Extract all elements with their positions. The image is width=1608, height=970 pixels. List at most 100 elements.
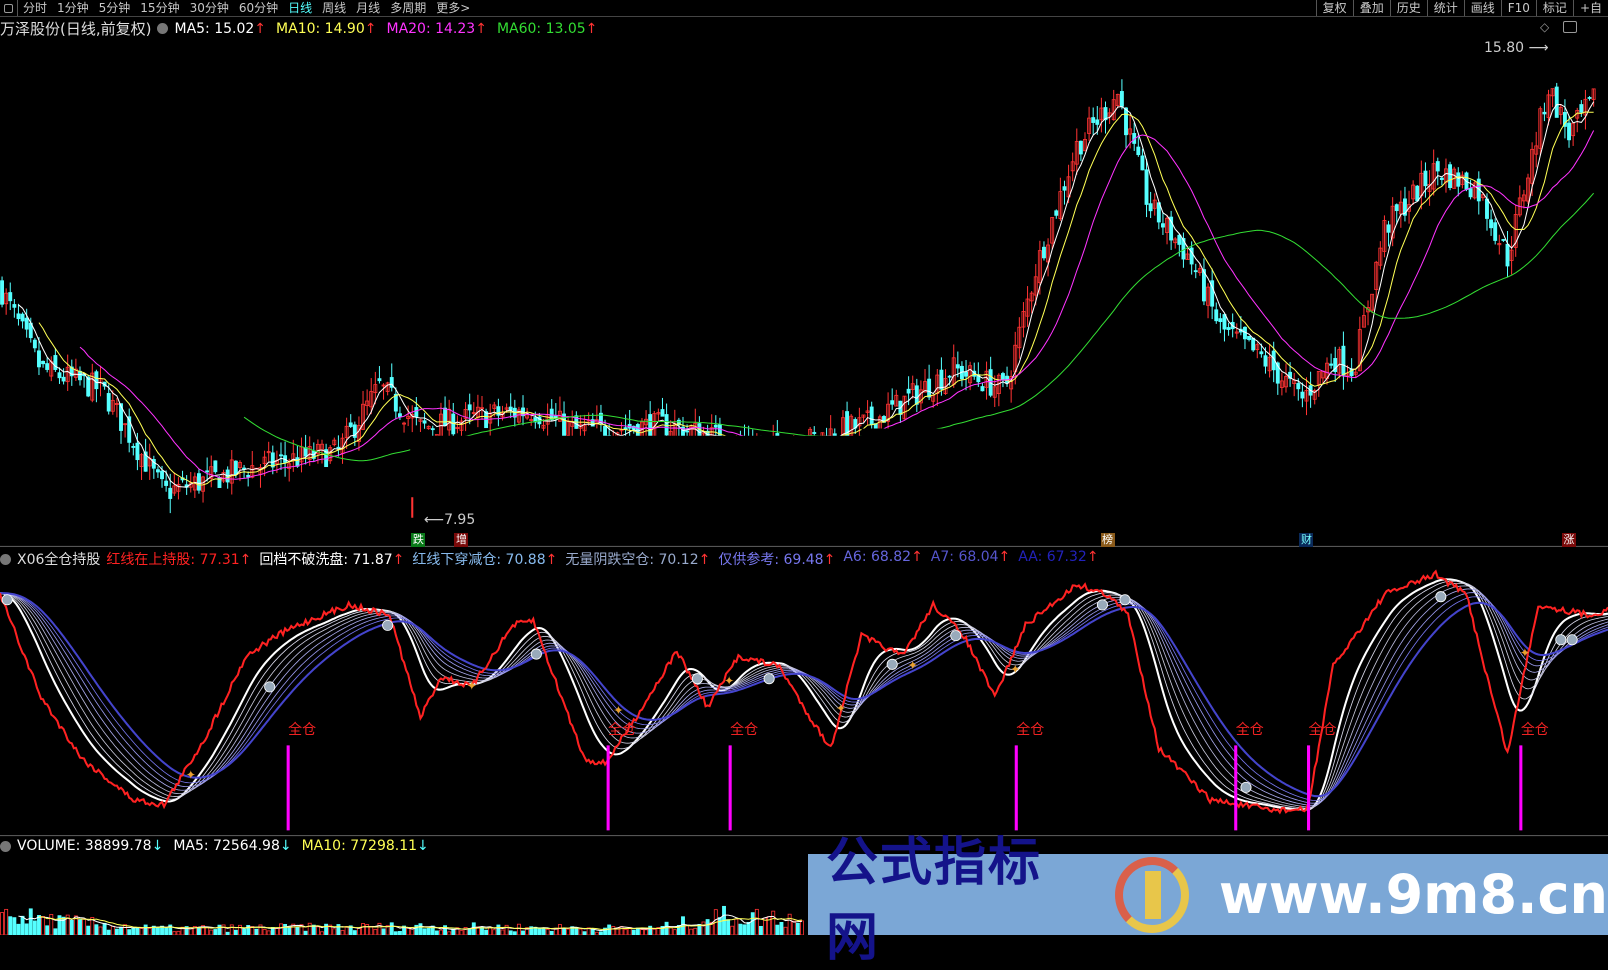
candle-up — [381, 384, 386, 387]
volume-bar — [398, 930, 402, 935]
volume-bar — [295, 926, 300, 935]
volume-bar — [233, 929, 238, 935]
candle-up — [968, 365, 973, 384]
toolbar-button[interactable]: 标记 — [1535, 0, 1573, 16]
volume-bar — [689, 928, 694, 935]
indicator-dropdown-icon[interactable] — [0, 553, 11, 565]
candle-up — [1234, 331, 1239, 334]
volume-bar — [266, 930, 271, 935]
toolbar-button[interactable]: 统计 — [1426, 0, 1464, 16]
volume-bar — [164, 927, 169, 935]
period-tab[interactable]: 5分钟 — [98, 1, 131, 15]
candle-up — [516, 409, 521, 423]
toolbar-button[interactable]: 历史 — [1389, 0, 1427, 16]
candle-down — [41, 360, 46, 365]
period-tab[interactable]: 多周期 — [390, 1, 427, 15]
runner-icon: ✦ — [186, 768, 196, 782]
period-tab[interactable]: 30分钟 — [189, 1, 229, 15]
watermark-text: 公式指标网 — [826, 832, 1043, 968]
candle-down — [1394, 204, 1399, 212]
period-tab[interactable]: 15分钟 — [140, 1, 180, 15]
candle-down — [1435, 161, 1440, 172]
trend-arrow-icon: ↑ — [698, 552, 711, 568]
toolbar-button[interactable]: 复权 — [1315, 0, 1353, 16]
candle-down — [393, 393, 398, 412]
candle-up — [1058, 191, 1063, 219]
trend-arrow-icon: ↑ — [585, 20, 598, 37]
candle-up — [176, 483, 181, 492]
candlestick-chart — [0, 79, 1596, 518]
volume-bar — [648, 925, 653, 935]
candle-up — [1099, 107, 1104, 121]
candle-down — [1300, 391, 1305, 399]
panel-layout-icon[interactable] — [1563, 21, 1577, 33]
period-tab[interactable]: 1分钟 — [57, 1, 89, 15]
candle-up — [73, 368, 78, 378]
period-tab[interactable]: 分时 — [23, 1, 48, 15]
legend-value: MA5: 15.02 — [174, 20, 255, 37]
volume-bar — [131, 927, 136, 935]
panel-toggle-icon[interactable] — [0, 0, 18, 16]
event-tag[interactable]: 榜 — [1100, 533, 1115, 547]
candle-up — [1304, 390, 1309, 402]
volume-bar — [467, 927, 472, 935]
settings-dropdown-icon[interactable] — [157, 23, 169, 34]
toolbar-button[interactable]: +自 — [1572, 0, 1608, 16]
period-tab[interactable]: 更多> — [436, 1, 471, 15]
diamond-icon[interactable]: ◇ — [1540, 20, 1550, 34]
period-tab[interactable]: 月线 — [356, 1, 381, 15]
event-tag[interactable]: 财 — [1299, 533, 1314, 547]
candle-down — [160, 470, 164, 480]
candle-down — [422, 420, 427, 424]
toolbar-button[interactable]: 叠加 — [1352, 0, 1390, 16]
candle-down — [1226, 327, 1231, 330]
volume-bar — [578, 928, 583, 935]
period-tab[interactable]: 60分钟 — [238, 1, 279, 15]
candle-up — [110, 399, 115, 412]
event-tag[interactable]: 跌 — [411, 533, 426, 547]
volume-legend: VOLUME: 38899.78↓ MA5: 72564.98↓ MA10: 772… — [0, 838, 429, 854]
volume-dropdown-icon[interactable] — [0, 840, 11, 852]
period-tab[interactable]: 周线 — [322, 1, 347, 15]
candle-down — [1329, 363, 1334, 366]
candle-down — [336, 446, 341, 449]
candle-down — [685, 430, 690, 433]
legend-item: 红线下穿减仓: 70.88↑ — [412, 549, 557, 569]
event-tag[interactable]: 增 — [454, 533, 469, 547]
trend-arrow-icon: ↑ — [1086, 549, 1099, 565]
candle-down — [106, 393, 111, 412]
volume-bar — [422, 928, 427, 935]
toolbar-button[interactable]: F10 — [1500, 0, 1536, 16]
runner-icon: ✦ — [908, 658, 918, 672]
candle-down — [352, 424, 357, 438]
volume-bar — [4, 908, 9, 935]
volume-bar — [119, 926, 123, 935]
candle-up — [582, 424, 587, 432]
volume-bar — [607, 924, 612, 935]
volume-bar — [324, 923, 329, 935]
trend-arrow-icon: ↓ — [417, 838, 429, 854]
volume-bar — [49, 914, 54, 935]
candle-down — [1189, 247, 1194, 265]
volume-bar — [209, 929, 214, 935]
legend-value: A6: 68.82 — [843, 549, 912, 565]
volume-bar — [53, 928, 58, 935]
full-position-label: 全仓 — [730, 722, 759, 738]
chart-canvas[interactable]: ✦ ✦ ✦ ✦ ✦ ✦ ✦ ✦ — [0, 0, 1608, 935]
toolbar-button[interactable]: 画线 — [1463, 0, 1501, 16]
event-tag[interactable]: 涨 — [1562, 533, 1576, 547]
candle-down — [648, 414, 653, 440]
candle-down — [1263, 355, 1268, 367]
legend-item: 回档不破洗盘: 71.87↑ — [259, 549, 404, 569]
candle-down — [1439, 177, 1444, 180]
band-line-1 — [0, 578, 1608, 811]
candle-down — [1193, 270, 1198, 273]
volume-bar — [644, 929, 649, 935]
candle-up — [992, 386, 997, 398]
volume-bar — [541, 927, 546, 935]
volume-bar — [24, 923, 29, 935]
period-tab[interactable]: 日线 — [288, 1, 313, 15]
candle-up — [373, 384, 378, 394]
candle-up — [1087, 117, 1092, 134]
volume-bar — [508, 930, 513, 935]
